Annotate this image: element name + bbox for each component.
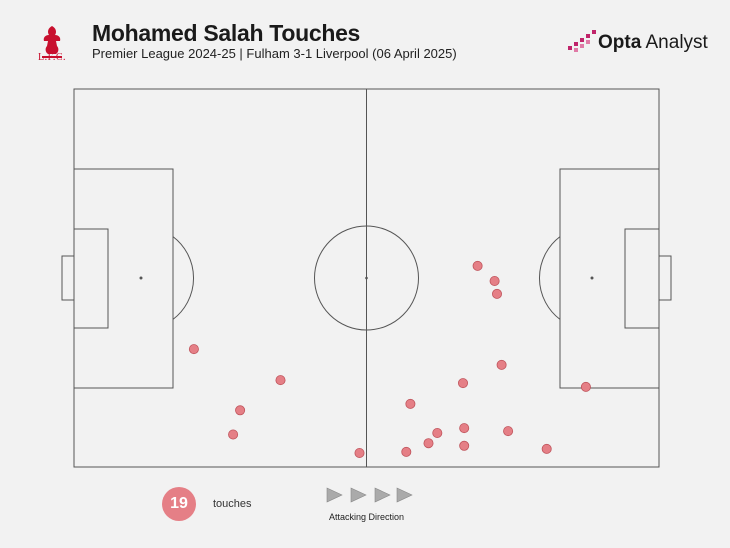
left-goal	[61, 255, 75, 301]
left-penalty-arc	[172, 236, 195, 320]
left-six-yard-box	[73, 228, 109, 329]
touch-point	[472, 260, 483, 271]
touch-point	[401, 446, 412, 457]
centre-spot	[365, 276, 368, 280]
touch-point	[188, 344, 199, 355]
page-title: Mohamed Salah Touches	[92, 20, 361, 46]
attacking-direction-arrows-icon	[326, 487, 413, 503]
opta-logo-icon	[568, 30, 596, 52]
right-penalty-box	[559, 168, 660, 389]
touch-point	[275, 375, 286, 386]
touch-point	[491, 288, 502, 299]
centre-circle	[314, 225, 419, 331]
touch-point	[228, 429, 239, 440]
touch-point	[489, 275, 500, 286]
page-subtitle: Premier League 2024-25 | Fulham 3-1 Live…	[92, 46, 457, 61]
touch-count-label: touches	[213, 498, 252, 510]
attacking-direction-label: Attacking Direction	[329, 512, 405, 522]
touch-point	[432, 427, 443, 438]
touch-point	[459, 440, 470, 451]
touch-point	[459, 423, 470, 434]
club-text: L.F.C.	[37, 52, 67, 63]
touch-point	[496, 359, 507, 370]
touch-point	[405, 398, 416, 409]
lfc-crest-icon	[42, 26, 62, 58]
brand-name: Opta Analyst	[598, 32, 708, 53]
right-six-yard-box	[624, 228, 660, 329]
left-penalty-spot	[139, 276, 143, 280]
touch-point	[541, 443, 552, 454]
touch-count-badge: 19	[162, 487, 196, 521]
touch-point	[354, 447, 365, 458]
pitch-markings	[61, 88, 672, 468]
touch-point	[457, 378, 468, 389]
right-penalty-spot	[590, 276, 594, 280]
left-penalty-box	[73, 168, 174, 389]
touch-point	[503, 426, 514, 437]
right-penalty-arc	[538, 236, 561, 320]
touch-points	[188, 260, 591, 458]
touch-point	[580, 381, 591, 392]
touch-point	[235, 405, 246, 416]
touch-point	[423, 438, 434, 449]
right-goal	[658, 255, 672, 301]
